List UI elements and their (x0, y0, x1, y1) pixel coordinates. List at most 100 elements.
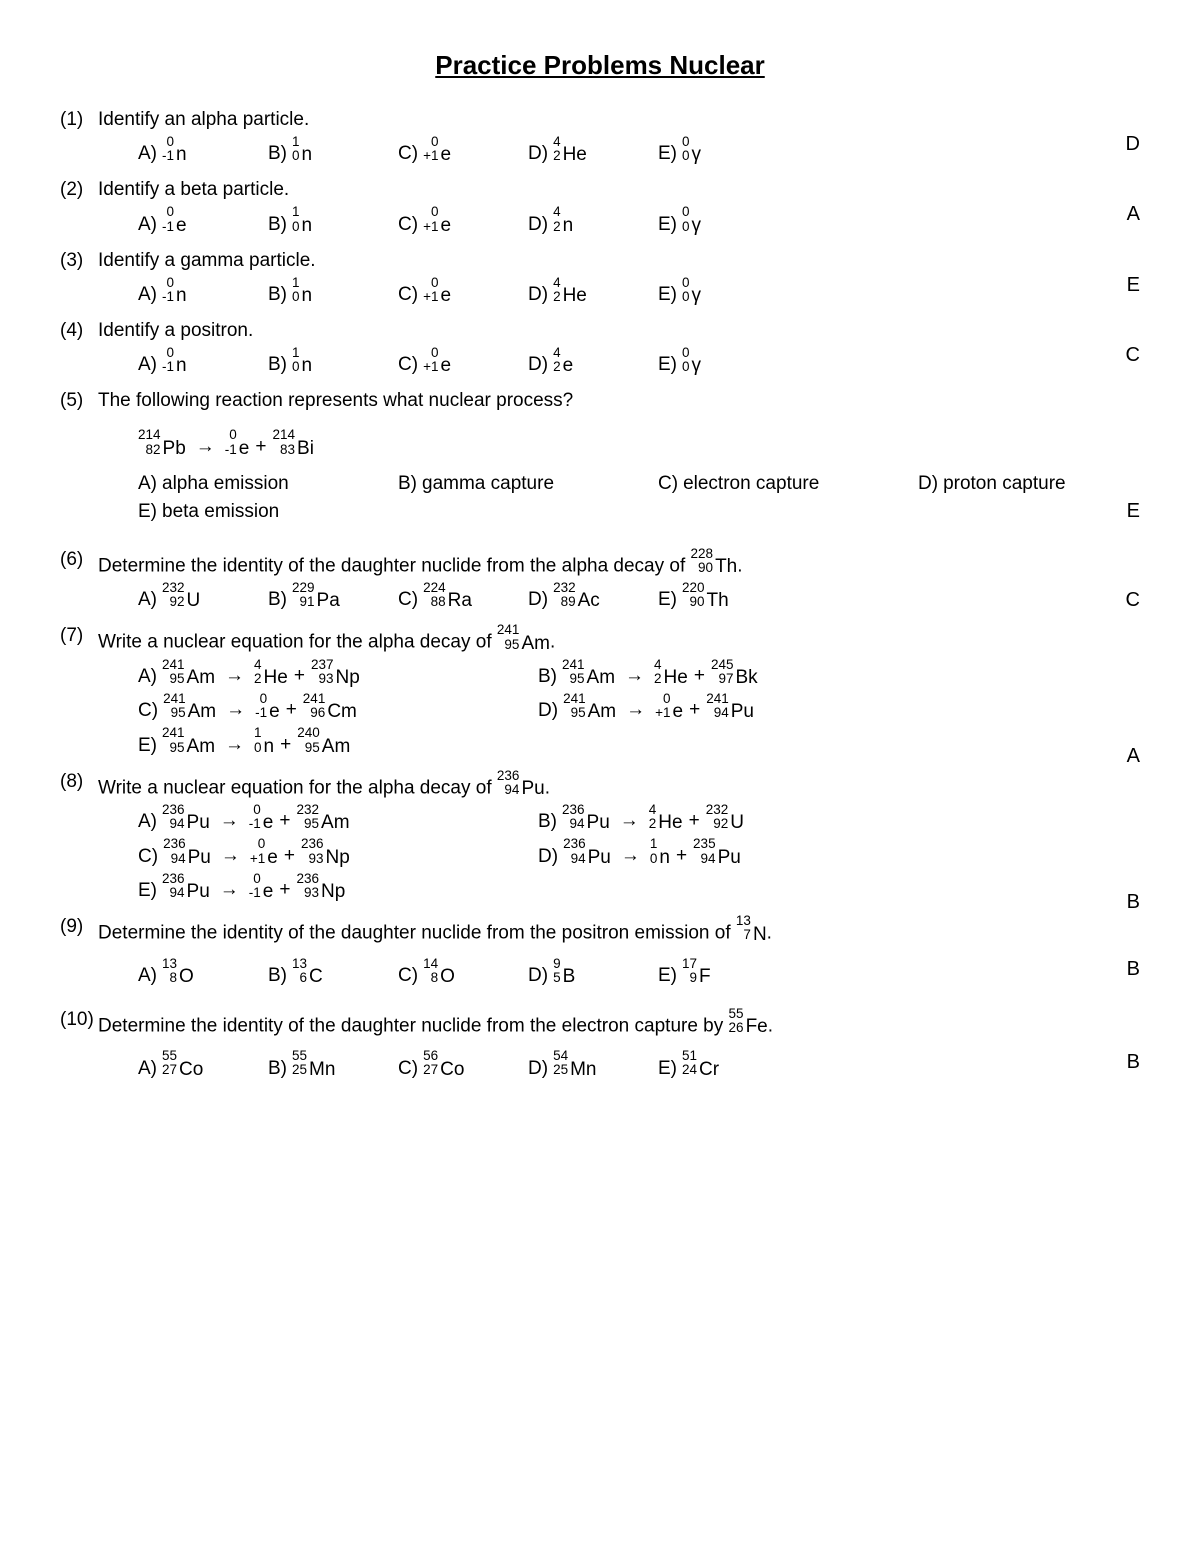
nuclear-equation: 21482Pb → 0-1e + 21483Bi (138, 430, 1140, 458)
option-e: E)5124Cr (658, 1051, 748, 1079)
answer-key: B (1110, 1051, 1140, 1074)
option-e: E)00γ (658, 207, 748, 235)
answer-key: E (1110, 500, 1140, 523)
option-d: D)23289Ac (528, 583, 618, 611)
page-title: Practice Problems Nuclear (60, 50, 1140, 81)
option-c: C)5627Co (398, 1051, 488, 1079)
option-a: A)0-1n (138, 278, 228, 306)
answer-key: D (1110, 133, 1140, 156)
arrow-icon: → (196, 436, 215, 459)
option-c: C) 24195Am → 0-1e + 24196Cm (138, 694, 498, 722)
option-d: D)proton capture (918, 473, 1138, 495)
answer-key: A (1110, 203, 1140, 226)
question-number: (6) (60, 549, 98, 571)
question-6: (6) Determine the identity of the daught… (60, 549, 1140, 612)
option-a: A)23292U (138, 583, 228, 611)
question-stem: Identify a gamma particle. (98, 250, 1140, 272)
question-3: (3) Identify a gamma particle. E A)0-1n … (60, 250, 1140, 306)
options: A)alpha emission B)gamma capture C)elect… (138, 473, 1140, 523)
option-d: D)42e (528, 348, 618, 376)
option-a: A) 24195Am → 42He + 23793Np (138, 660, 498, 688)
question-number: (2) (60, 179, 98, 201)
question-number: (5) (60, 390, 98, 412)
question-stem: Identify an alpha particle. (98, 109, 1140, 131)
option-e: E)179F (658, 959, 748, 987)
option-b: B)10n (268, 278, 358, 306)
option-e: E)00γ (658, 348, 748, 376)
option-b: B)10n (268, 348, 358, 376)
question-9: (9) Determine the identity of the daught… (60, 916, 1140, 987)
options: A) 24195Am → 42He + 23793Np B) 24195Am →… (138, 660, 1140, 757)
options: A)0-1e B)10n C)0+1e D)42n E)00γ (138, 207, 1140, 235)
answer-key: B (1110, 891, 1140, 914)
option-d: D) 23694Pu → 10n + 23594Pu (538, 839, 898, 867)
question-stem: Identify a positron. (98, 320, 1140, 342)
option-a: A)138O (138, 959, 228, 987)
option-d: D)5425Mn (528, 1051, 618, 1079)
option-b: B)10n (268, 207, 358, 235)
option-b: B)gamma capture (398, 473, 618, 495)
question-stem: Write a nuclear equation for the alpha d… (98, 771, 1140, 799)
option-a: A)0-1e (138, 207, 228, 235)
option-e: E) 23694Pu → 0-1e + 23693Np (138, 874, 498, 902)
option-e: E)00γ (658, 137, 748, 165)
question-stem: Determine the identity of the daughter n… (98, 549, 1140, 577)
question-number: (8) (60, 771, 98, 793)
option-d: D)42He (528, 278, 618, 306)
question-4: (4) Identify a positron. C A)0-1n B)10n … (60, 320, 1140, 376)
question-1: (1) Identify an alpha particle. D A)0-1n… (60, 109, 1140, 165)
question-number: (4) (60, 320, 98, 342)
question-8: (8) Write a nuclear equation for the alp… (60, 771, 1140, 902)
answer-key: B (1110, 958, 1140, 981)
options: A)0-1n B)10n C)0+1e D)42e E)00γ (138, 348, 1140, 376)
option-b: B)22991Pa (268, 583, 358, 611)
option-d: D)42n (528, 207, 618, 235)
answer-key: A (1110, 745, 1140, 768)
option-a: A) 23694Pu → 0-1e + 23295Am (138, 805, 498, 833)
option-c: C)148O (398, 959, 488, 987)
option-d: D) 24195Am → 0+1e + 24194Pu (538, 694, 898, 722)
question-stem: Determine the identity of the daughter n… (98, 916, 1140, 944)
option-b: B)136C (268, 959, 358, 987)
option-d: D)95B (528, 959, 618, 987)
option-b: B) 23694Pu → 42He + 23292U (538, 805, 898, 833)
question-stem: The following reaction represents what n… (98, 390, 1140, 412)
options: A)23292U B)22991Pa C)22488Ra D)23289Ac E… (138, 583, 1140, 611)
option-c: C)0+1e (398, 348, 488, 376)
options: A) 23694Pu → 0-1e + 23295Am B) 23694Pu →… (138, 805, 1140, 902)
option-c: C)0+1e (398, 137, 488, 165)
option-c: C)electron capture (658, 473, 878, 495)
option-d: D)42He (528, 137, 618, 165)
option-e: E)beta emission (138, 501, 358, 523)
options: A)138O B)136C C)148O D)95B E)179F (138, 959, 1140, 987)
question-stem: Write a nuclear equation for the alpha d… (98, 625, 1140, 653)
option-a: A)0-1n (138, 348, 228, 376)
options: A)0-1n B)10n C)0+1e D)42He E)00γ (138, 137, 1140, 165)
question-number: (1) (60, 109, 98, 131)
question-stem: Identify a beta particle. (98, 179, 1140, 201)
question-number: (9) (60, 916, 98, 938)
option-a: A)0-1n (138, 137, 228, 165)
question-number: (7) (60, 625, 98, 647)
option-c: C)0+1e (398, 207, 488, 235)
option-c: C) 23694Pu → 0+1e + 23693Np (138, 839, 498, 867)
answer-key: C (1110, 344, 1140, 367)
question-10: (10) Determine the identity of the daugh… (60, 1009, 1140, 1080)
option-e: E) 24195Am → 10n + 24095Am (138, 728, 498, 756)
options: A)0-1n B)10n C)0+1e D)42He E)00γ (138, 278, 1140, 306)
option-e: E)22090Th (658, 583, 748, 611)
option-c: C)0+1e (398, 278, 488, 306)
answer-key: E (1110, 274, 1140, 297)
question-stem: Determine the identity of the daughter n… (98, 1009, 1140, 1037)
answer-key: C (1110, 589, 1140, 612)
option-a: A)alpha emission (138, 473, 358, 495)
question-2: (2) Identify a beta particle. A A)0-1e B… (60, 179, 1140, 235)
option-b: B) 24195Am → 42He + 24597Bk (538, 660, 898, 688)
option-b: B)10n (268, 137, 358, 165)
option-a: A)5527Co (138, 1051, 228, 1079)
question-number: (3) (60, 250, 98, 272)
option-c: C)22488Ra (398, 583, 488, 611)
option-e: E)00γ (658, 278, 748, 306)
options: A)5527Co B)5525Mn C)5627Co D)5425Mn E)51… (138, 1051, 1140, 1079)
question-number: (10) (60, 1009, 98, 1031)
